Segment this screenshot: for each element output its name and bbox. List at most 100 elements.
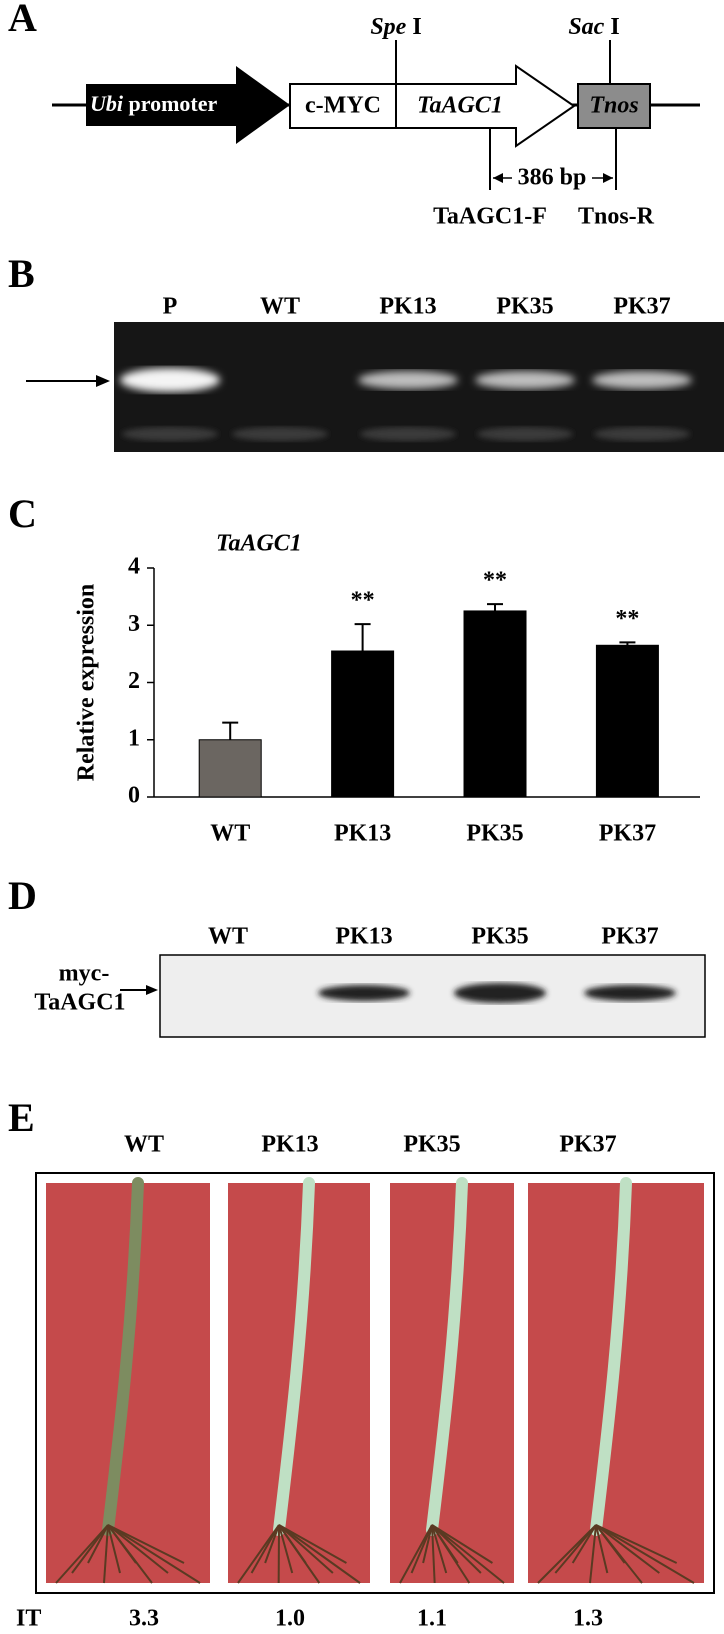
stem bbox=[426, 1177, 468, 1536]
bar bbox=[595, 644, 659, 798]
band bbox=[584, 985, 676, 1001]
bar bbox=[463, 610, 527, 798]
y-axis-label: Relative expression bbox=[74, 584, 100, 782]
root bbox=[431, 1524, 436, 1584]
root bbox=[87, 1524, 109, 1564]
band bbox=[360, 427, 456, 441]
root bbox=[431, 1524, 493, 1564]
root bbox=[589, 1524, 597, 1584]
site-italic: Spe bbox=[370, 14, 406, 40]
site-italic: Sac bbox=[568, 14, 604, 40]
root bbox=[431, 1524, 448, 1574]
root bbox=[278, 1524, 334, 1574]
x-tick-label: PK13 bbox=[334, 821, 391, 847]
root bbox=[431, 1524, 482, 1574]
band bbox=[477, 427, 573, 441]
band bbox=[454, 983, 546, 1003]
error-bar bbox=[619, 641, 636, 646]
root bbox=[278, 1524, 294, 1574]
promoter-italic: Ubi bbox=[90, 91, 124, 116]
site-text: I bbox=[412, 14, 421, 40]
panel-e: E IT bbox=[8, 1095, 715, 1632]
lane-label: PK37 bbox=[601, 924, 658, 950]
root bbox=[554, 1524, 597, 1574]
root bbox=[107, 1524, 153, 1584]
significance: ** bbox=[615, 606, 639, 632]
root bbox=[537, 1524, 597, 1584]
amplicon-bg bbox=[512, 166, 592, 190]
amplicon-label: 386 bp bbox=[518, 165, 587, 191]
root bbox=[431, 1524, 471, 1584]
panel-label: D bbox=[8, 873, 37, 918]
lane-label: PK13 bbox=[261, 1132, 318, 1158]
tag-label: c-MYC bbox=[305, 93, 381, 119]
root bbox=[595, 1524, 695, 1584]
site-label: Sac I bbox=[568, 14, 619, 40]
promoter-text: promoter bbox=[129, 91, 218, 116]
band-label: TaAGC1 bbox=[34, 990, 125, 1016]
error-bar bbox=[354, 623, 371, 652]
root bbox=[571, 1524, 597, 1564]
root bbox=[250, 1524, 280, 1574]
x-tick-label: WT bbox=[210, 821, 250, 847]
lane-label: PK37 bbox=[613, 294, 670, 320]
lane-label: WT bbox=[124, 1132, 164, 1158]
gene-label: TaAGC1 bbox=[417, 93, 503, 119]
primer-label: Tnos-R bbox=[578, 204, 655, 230]
lane-label: WT bbox=[260, 294, 300, 320]
bar bbox=[198, 739, 262, 798]
terminator-label: Tnos bbox=[589, 93, 638, 119]
lane-label: PK35 bbox=[471, 924, 528, 950]
row-label: IT bbox=[16, 1606, 41, 1632]
significance: ** bbox=[483, 568, 507, 594]
gene-arrow bbox=[395, 64, 576, 148]
root bbox=[237, 1524, 280, 1584]
panel-label: A bbox=[8, 0, 37, 40]
band bbox=[122, 427, 218, 441]
arrowhead bbox=[493, 173, 503, 183]
root bbox=[431, 1524, 505, 1584]
root bbox=[278, 1524, 361, 1584]
lane-label: PK13 bbox=[379, 294, 436, 320]
root bbox=[107, 1524, 169, 1574]
y-tick-label: 4 bbox=[128, 554, 140, 580]
error-bar bbox=[222, 721, 239, 740]
band bbox=[120, 368, 220, 392]
root bbox=[278, 1524, 321, 1584]
root bbox=[399, 1524, 433, 1584]
bar bbox=[331, 650, 395, 798]
it-value: 1.1 bbox=[417, 1606, 447, 1632]
panel-d: D myc- TaAGC1 bbox=[8, 873, 706, 1038]
promoter-label: Ubi promoter bbox=[90, 91, 218, 116]
root bbox=[107, 1524, 121, 1574]
lane-label: PK35 bbox=[496, 294, 553, 320]
root bbox=[71, 1524, 109, 1574]
it-value: 1.0 bbox=[275, 1606, 305, 1632]
panel-label: C bbox=[8, 491, 37, 536]
root bbox=[264, 1524, 280, 1564]
root bbox=[595, 1524, 660, 1574]
band bbox=[475, 371, 575, 389]
terminator-box bbox=[577, 83, 651, 129]
it-value: 3.3 bbox=[129, 1606, 159, 1632]
promoter-arrow bbox=[86, 66, 290, 144]
stem bbox=[590, 1177, 632, 1536]
lane-label: PK13 bbox=[335, 924, 392, 950]
root bbox=[55, 1524, 109, 1584]
root bbox=[422, 1524, 433, 1564]
lane-label: WT bbox=[208, 924, 248, 950]
panel-b: B bbox=[8, 251, 724, 452]
error-bar bbox=[487, 603, 504, 611]
site-text: I bbox=[610, 14, 619, 40]
root bbox=[410, 1524, 433, 1574]
root bbox=[595, 1524, 609, 1574]
primer-label: TaAGC1-F bbox=[433, 204, 547, 230]
root bbox=[107, 1524, 201, 1584]
site-label: Spe I bbox=[370, 14, 421, 40]
y-tick-label: 1 bbox=[128, 725, 140, 751]
chart-title: TaAGC1 bbox=[216, 531, 302, 557]
x-tick-label: PK35 bbox=[466, 821, 523, 847]
stem bbox=[273, 1177, 315, 1536]
arrowhead bbox=[603, 173, 613, 183]
